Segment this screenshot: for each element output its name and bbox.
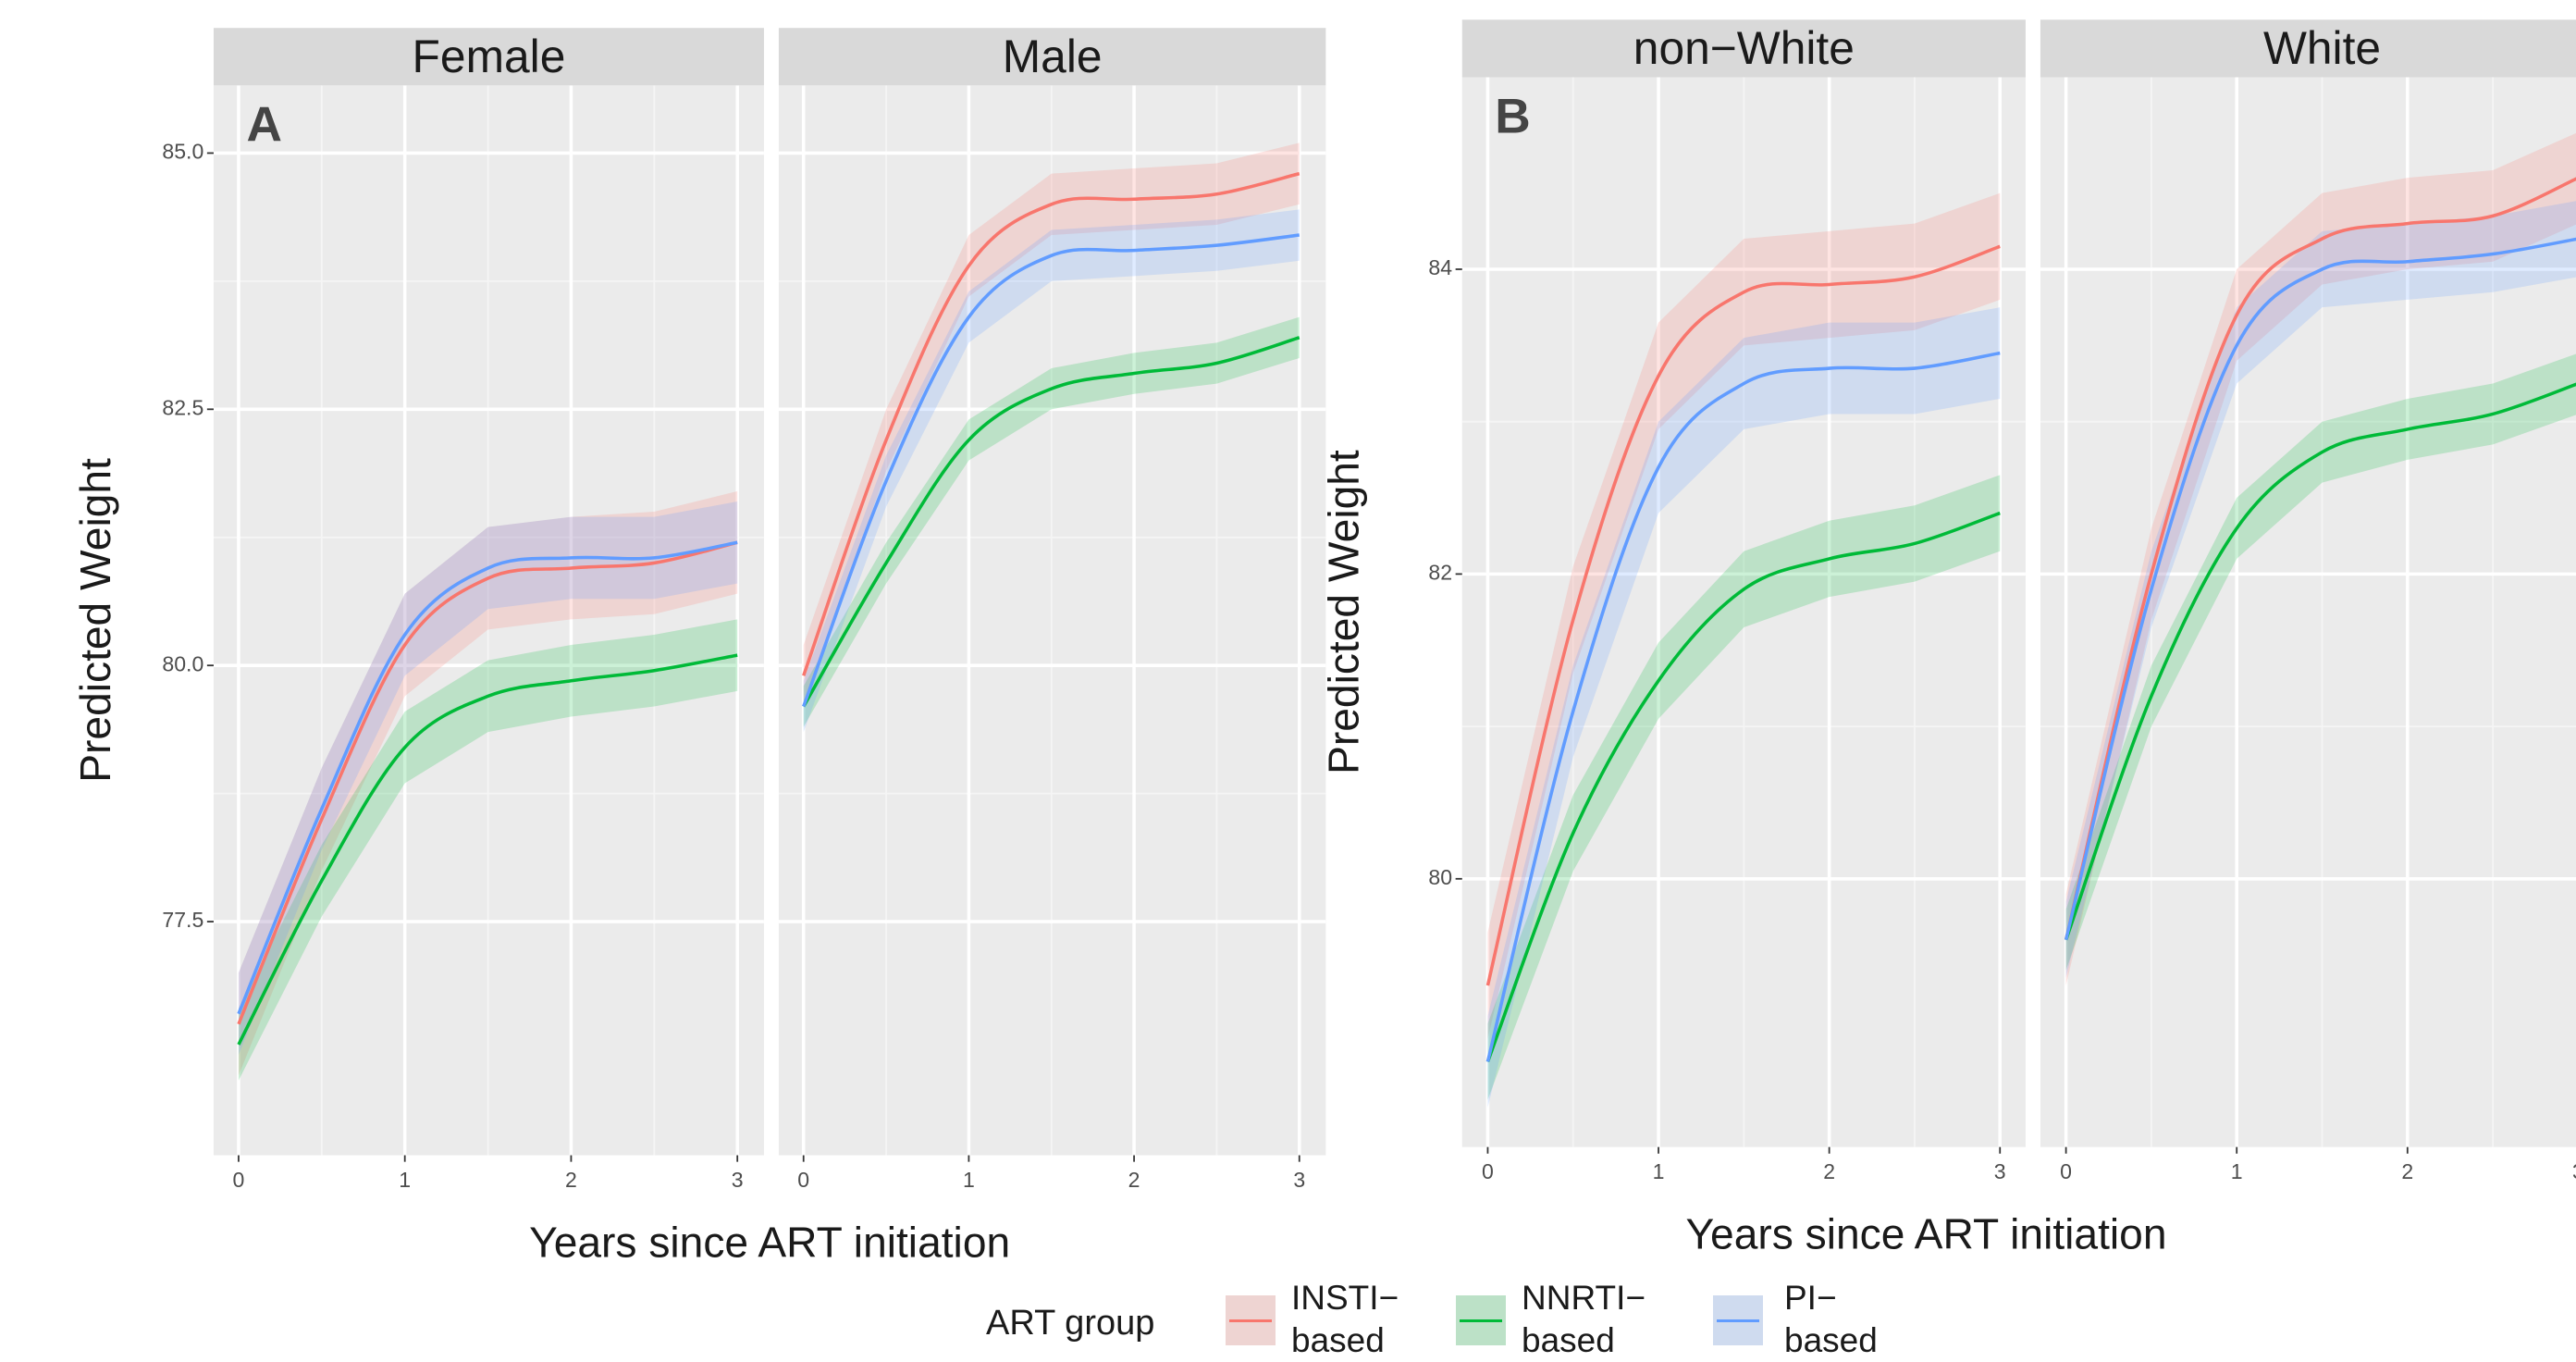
panel-label: B [1495, 90, 1530, 144]
x-tick-label: 0 [233, 1168, 245, 1192]
x-tick-label: 1 [399, 1168, 411, 1192]
confidence-band [803, 142, 1300, 707]
series-line [2064, 237, 2576, 941]
confidence-band [2065, 353, 2576, 971]
x-tick-label: 2 [565, 1168, 577, 1192]
panel [1461, 77, 2026, 1147]
x-tick-label: 1 [1653, 1159, 1665, 1183]
series-line [1485, 244, 2001, 986]
x-tick-label: 2 [1823, 1159, 1835, 1183]
facet-strip [1461, 19, 2026, 78]
y-tick-label: 80 [1428, 865, 1452, 889]
y-tick-label: 77.5 [162, 908, 203, 932]
facet-title: non−White [1633, 22, 1855, 74]
y-axis-label: Predicted Weight [1320, 450, 1368, 774]
x-tick-label: 3 [1994, 1159, 2006, 1183]
series-line [802, 171, 1300, 676]
panel-label: A [246, 98, 281, 153]
facet-title: White [2263, 22, 2381, 74]
panel [778, 85, 1326, 1156]
x-tick-label: 3 [732, 1168, 744, 1192]
x-tick-label: 0 [2060, 1159, 2072, 1183]
x-axis-label: Years since ART initiation [1685, 1210, 2166, 1258]
series-line [2064, 177, 2576, 941]
confidence-band [1487, 475, 2001, 1100]
series-line [802, 336, 1300, 708]
x-axis-label: Years since ART initiation [529, 1218, 1010, 1266]
y-tick-label: 85.0 [162, 140, 203, 164]
facet-strip [2040, 19, 2576, 78]
x-tick-label: 3 [1293, 1168, 1305, 1192]
x-tick-label: 3 [2572, 1159, 2576, 1183]
panel [213, 85, 764, 1156]
panel [2040, 77, 2576, 1147]
panel-background [778, 85, 1326, 1156]
confidence-band [803, 209, 1300, 733]
y-tick-label: 84 [1428, 255, 1452, 279]
x-tick-label: 1 [2231, 1159, 2243, 1183]
facet-strip [778, 28, 1326, 86]
series-line [1485, 511, 2001, 1063]
series-line [1485, 351, 2001, 1062]
x-tick-label: 0 [1482, 1159, 1494, 1183]
y-tick-label: 82.5 [162, 395, 203, 419]
x-tick-label: 2 [2401, 1159, 2413, 1183]
x-tick-label: 0 [797, 1168, 809, 1192]
series-line [237, 540, 738, 1015]
confidence-band [803, 316, 1300, 727]
y-tick-label: 82 [1428, 560, 1452, 584]
x-tick-label: 2 [1128, 1168, 1140, 1192]
facet-title: Male [1003, 31, 1103, 82]
series-line [802, 233, 1300, 708]
series-line [237, 653, 738, 1046]
series-line [237, 540, 738, 1025]
facet-title: Female [413, 31, 566, 82]
y-axis-label: Predicted Weight [71, 458, 119, 783]
series-line [2064, 382, 2576, 941]
x-tick-label: 1 [963, 1168, 975, 1192]
y-tick-label: 80.0 [162, 651, 203, 675]
facet-strip [213, 28, 764, 86]
confidence-band [2065, 132, 2576, 986]
confidence-band [2065, 201, 2576, 978]
confidence-band [1487, 307, 2001, 1108]
panel-background [213, 85, 764, 1156]
confidence-band [1487, 192, 2001, 1039]
